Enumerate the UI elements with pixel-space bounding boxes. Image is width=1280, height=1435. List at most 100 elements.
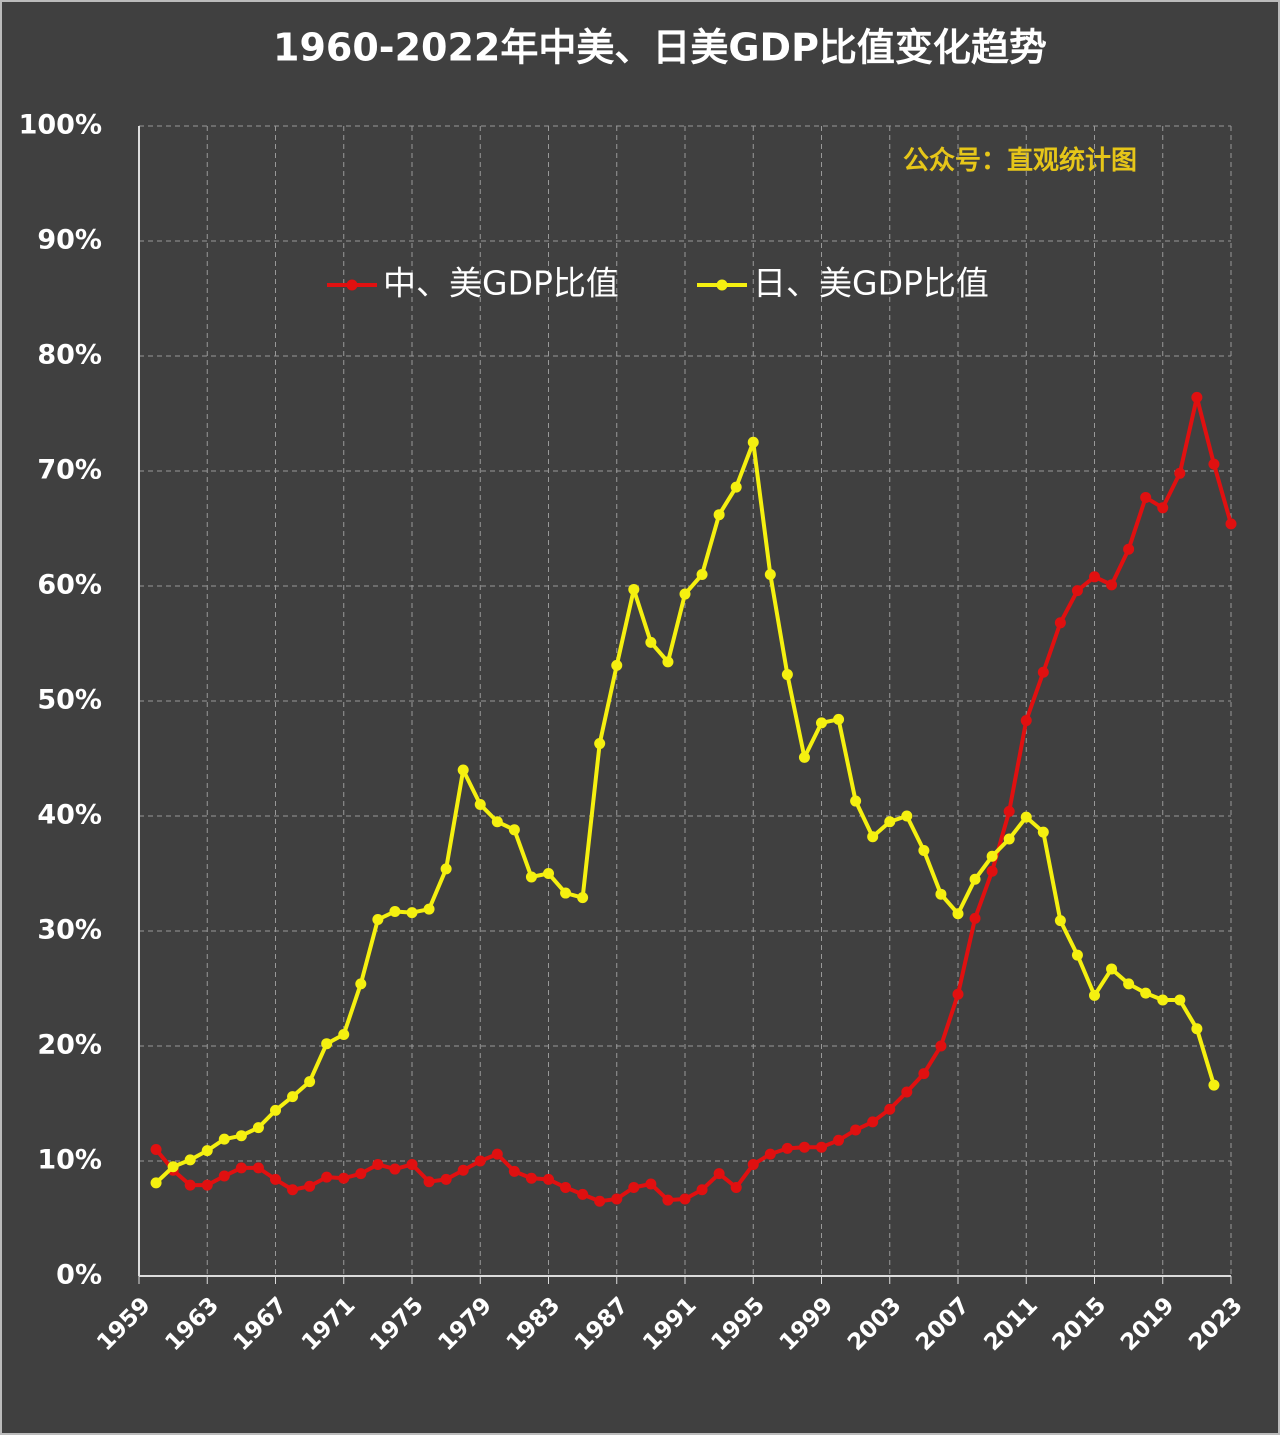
- data-point: [321, 1171, 333, 1183]
- data-point: [730, 481, 742, 493]
- data-point: [150, 1177, 162, 1189]
- data-point: [833, 713, 845, 725]
- data-point: [184, 1154, 196, 1166]
- data-point: [235, 1130, 247, 1142]
- data-point: [1071, 949, 1083, 961]
- data-point: [304, 1180, 316, 1192]
- data-point: [764, 1148, 776, 1160]
- data-point: [525, 1172, 537, 1184]
- data-point: [986, 865, 998, 877]
- data-point: [628, 1181, 640, 1193]
- data-point: [1208, 1079, 1220, 1091]
- data-point: [270, 1173, 281, 1185]
- data-point: [218, 1133, 230, 1145]
- data-point: [474, 1155, 486, 1167]
- data-point: [1071, 585, 1083, 597]
- data-point: [1054, 617, 1066, 629]
- data-point: [252, 1162, 264, 1174]
- data-point: [355, 1168, 367, 1180]
- y-tick-label: 80%: [37, 340, 102, 371]
- data-point: [628, 583, 640, 595]
- data-point: [833, 1134, 845, 1146]
- data-point: [1174, 994, 1186, 1006]
- data-point: [798, 1141, 810, 1153]
- data-point: [1157, 994, 1169, 1006]
- data-point: [1191, 1023, 1203, 1035]
- data-point: [764, 569, 776, 580]
- data-point: [884, 1103, 896, 1115]
- data-point: [457, 1164, 469, 1176]
- data-point: [577, 1188, 589, 1200]
- y-tick-label: 60%: [37, 570, 102, 601]
- legend-marker: [716, 279, 728, 291]
- y-tick-label: 100%: [19, 110, 102, 141]
- data-point: [372, 1158, 384, 1170]
- data-point: [679, 1193, 691, 1205]
- data-point: [321, 1038, 333, 1050]
- data-point: [491, 816, 503, 828]
- data-point: [969, 912, 981, 924]
- data-point: [696, 569, 708, 580]
- data-point: [611, 659, 623, 671]
- data-point: [252, 1122, 264, 1134]
- data-point: [696, 1184, 708, 1196]
- data-point: [798, 751, 810, 763]
- data-point: [355, 978, 367, 990]
- y-tick-label: 30%: [37, 915, 102, 946]
- data-point: [560, 887, 572, 899]
- data-point: [235, 1162, 247, 1174]
- data-point: [747, 1158, 759, 1170]
- chart-title: 1960-2022年中美、日美GDP比值变化趋势: [273, 26, 1047, 70]
- data-point: [935, 888, 947, 900]
- data-point: [1123, 543, 1135, 555]
- data-point: [474, 799, 486, 810]
- data-point: [1020, 715, 1032, 727]
- data-point: [1106, 579, 1118, 591]
- data-point: [1037, 666, 1049, 678]
- y-tick-label: 50%: [37, 685, 102, 716]
- data-point: [167, 1161, 179, 1173]
- y-tick-label: 70%: [37, 455, 102, 486]
- y-tick-label: 0%: [56, 1260, 102, 1291]
- data-point: [1140, 491, 1152, 503]
- data-point: [952, 988, 964, 1000]
- series-line: [154, 395, 1233, 1204]
- data-point: [1208, 458, 1220, 470]
- data-point: [594, 1195, 606, 1207]
- data-point: [986, 850, 998, 862]
- data-point: [730, 1181, 742, 1193]
- data-point: [645, 1178, 657, 1190]
- data-point: [372, 914, 384, 925]
- data-point: [747, 436, 759, 448]
- data-point: [867, 1116, 879, 1128]
- data-point: [952, 908, 964, 920]
- data-point: [645, 636, 657, 648]
- data-point: [304, 1076, 316, 1088]
- data-point: [1106, 963, 1118, 975]
- data-point: [406, 1158, 418, 1170]
- data-point: [406, 907, 418, 919]
- data-point: [338, 1029, 350, 1040]
- data-point: [781, 1142, 793, 1154]
- data-point: [508, 824, 520, 836]
- data-point: [270, 1104, 281, 1116]
- annotation: 公众号：直观统计图: [903, 145, 1137, 176]
- data-point: [1020, 811, 1032, 823]
- data-point: [1054, 915, 1066, 927]
- data-point: [901, 810, 913, 822]
- data-point: [611, 1193, 623, 1205]
- legend-label: 中、美GDP比值: [383, 264, 619, 303]
- data-point: [338, 1172, 350, 1184]
- data-point: [1089, 989, 1100, 1001]
- data-point: [662, 1194, 674, 1206]
- data-point: [389, 905, 401, 917]
- data-point: [935, 1040, 947, 1052]
- data-point: [1157, 502, 1169, 514]
- data-point: [1225, 518, 1237, 530]
- data-point: [901, 1086, 913, 1098]
- data-point: [201, 1179, 213, 1191]
- data-point: [918, 845, 930, 856]
- data-point: [184, 1179, 196, 1191]
- data-point: [867, 831, 879, 843]
